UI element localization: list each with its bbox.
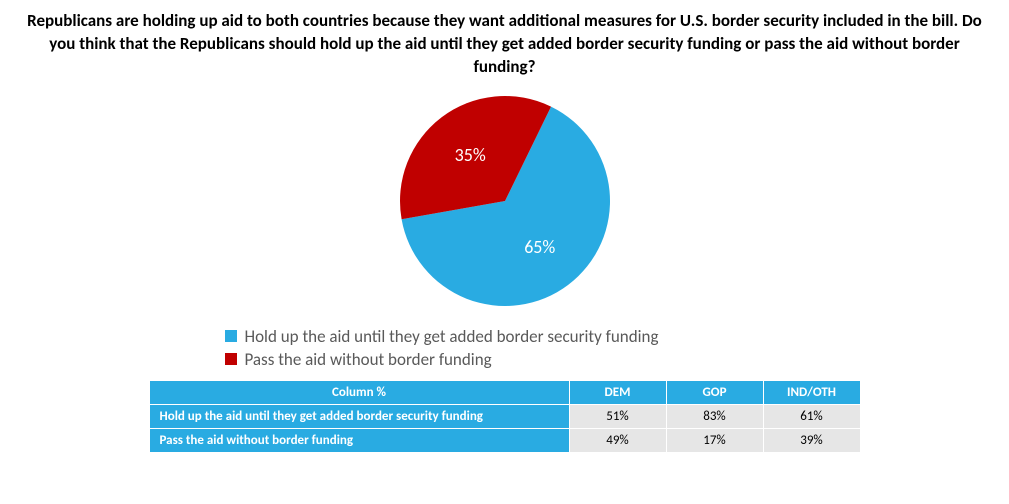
cell: 61% [763, 404, 860, 428]
pie-svg: 65% 35% [385, 91, 625, 311]
legend-item: Pass the aid without border funding [225, 349, 785, 370]
cell: 39% [763, 428, 860, 452]
row-label: Hold up the aid until they get added bor… [149, 404, 569, 428]
page-title: Republicans are holding up aid to both c… [20, 10, 989, 79]
legend-label: Hold up the aid until they get added bor… [245, 326, 659, 347]
pie-chart: 65% 35% [20, 91, 989, 316]
cell: 17% [666, 428, 763, 452]
pie-slice-label: 65% [524, 236, 555, 258]
col-header: GOP [666, 380, 763, 404]
legend-item: Hold up the aid until they get added bor… [225, 326, 785, 347]
cell: 83% [666, 404, 763, 428]
table-row: Pass the aid without border funding 49% … [149, 428, 860, 452]
col-header: IND/OTH [763, 380, 860, 404]
table-header-row: Column % DEM GOP IND/OTH [149, 380, 860, 404]
legend-label: Pass the aid without border funding [245, 349, 492, 370]
legend-swatch [225, 330, 237, 342]
col-header: Column % [149, 380, 569, 404]
col-header: DEM [569, 380, 666, 404]
crosstab-table: Column % DEM GOP IND/OTH Hold up the aid… [149, 380, 861, 453]
cell: 51% [569, 404, 666, 428]
row-label: Pass the aid without border funding [149, 428, 569, 452]
legend: Hold up the aid until they get added bor… [225, 326, 785, 370]
table-row: Hold up the aid until they get added bor… [149, 404, 860, 428]
pie-slice-label: 35% [454, 144, 485, 166]
cell: 49% [569, 428, 666, 452]
legend-swatch [225, 353, 237, 365]
